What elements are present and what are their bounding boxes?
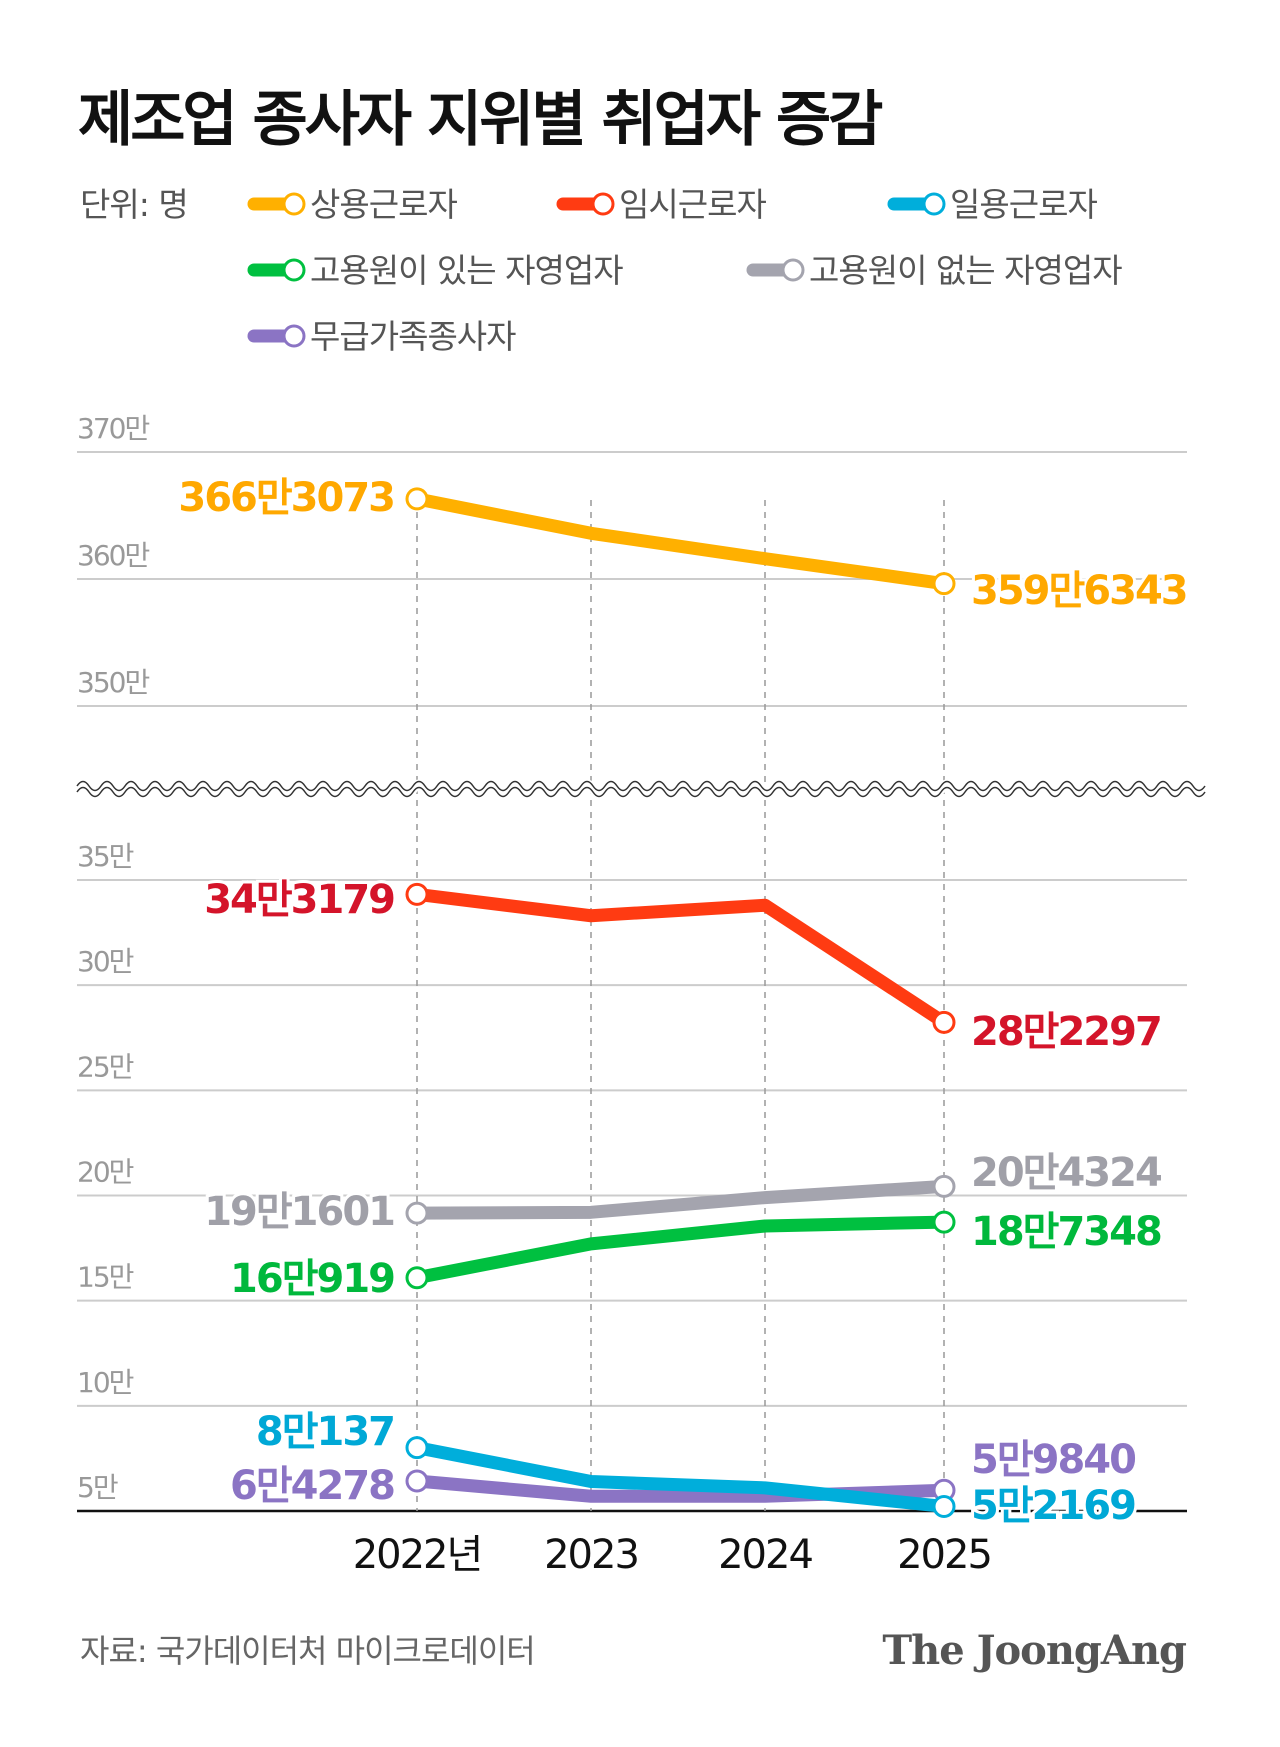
legend-marker-icon bbox=[282, 192, 306, 216]
axis-break-icon bbox=[72, 779, 1210, 799]
data-point-marker bbox=[405, 882, 429, 906]
y-tick-label: 360만 bbox=[77, 539, 149, 572]
legend-marker-icon bbox=[781, 258, 805, 282]
value-label-end: 18만7348 bbox=[971, 1209, 1161, 1255]
value-label-start: 8만137 bbox=[256, 1409, 394, 1455]
legend-marker-icon bbox=[922, 192, 946, 216]
data-point-marker bbox=[405, 1436, 429, 1460]
value-label-start: 6만4278 bbox=[230, 1463, 394, 1509]
unit-label: 단위: 명 bbox=[80, 185, 188, 224]
data-point-marker bbox=[932, 1174, 956, 1198]
legend-label: 상용근로자 bbox=[310, 185, 457, 224]
data-point-marker bbox=[932, 1494, 956, 1518]
value-label-end: 28만2297 bbox=[971, 1009, 1161, 1055]
axis-break-line bbox=[76, 780, 1206, 792]
x-tick-label: 2024 bbox=[718, 1532, 812, 1578]
legend-item: 고용원이 없는 자영업자 bbox=[746, 251, 1123, 290]
data-point-marker bbox=[405, 1469, 429, 1493]
series-line bbox=[415, 1215, 945, 1285]
data-point-marker bbox=[405, 1201, 429, 1225]
series-line bbox=[415, 492, 945, 591]
value-labels: 19만1601 20만4324 16만919 18만7348 34만3179 28만229… bbox=[175, 472, 1191, 1532]
legend-item: 무급가족종사자 bbox=[247, 317, 517, 356]
legend-marker-icon bbox=[591, 192, 615, 216]
value-label-start: 34만3179 bbox=[204, 877, 394, 923]
data-point-marker bbox=[932, 1010, 956, 1034]
x-tick-label: 2025 bbox=[897, 1532, 991, 1578]
data-point-marker bbox=[932, 572, 956, 596]
y-tick-label: 15만 bbox=[77, 1261, 134, 1294]
chart-title: 제조업 종사자 지위별 취업자 증감 bbox=[78, 85, 883, 155]
y-tick-label: 370만 bbox=[77, 412, 149, 445]
y-tick-label: 5만 bbox=[77, 1471, 118, 1504]
series-line bbox=[416, 1179, 945, 1220]
value-label-start: 366만3073 bbox=[178, 475, 394, 521]
series-line bbox=[415, 1441, 945, 1513]
publisher-logo: The JoongAng bbox=[882, 1627, 1187, 1674]
value-label-end: 20만4324 bbox=[971, 1150, 1161, 1196]
legend-item: 상용근로자 bbox=[247, 185, 458, 224]
legend-label: 고용원이 있는 자영업자 bbox=[310, 251, 623, 290]
y-tick-label: 30만 bbox=[77, 945, 134, 978]
source-note: 자료: 국가데이터처 마이크로데이터 bbox=[80, 1632, 535, 1670]
data-point-marker bbox=[932, 1210, 956, 1234]
gridlines: 350만 360만 370만 5만 10만 15만 20만 25만 30만 35만 2022년 202… bbox=[72, 412, 1210, 1578]
legend-item: 고용원이 있는 자영업자 bbox=[247, 251, 624, 290]
legend-item: 일용근로자 bbox=[887, 185, 1098, 224]
data-point-marker bbox=[405, 1266, 429, 1290]
legend-label: 일용근로자 bbox=[950, 185, 1097, 224]
x-tick-label: 2023 bbox=[544, 1532, 638, 1578]
value-label-start: 16만919 bbox=[230, 1256, 394, 1302]
series-line bbox=[416, 887, 948, 1028]
legend-item: 임시근로자 bbox=[556, 185, 767, 224]
y-tick-label: 25만 bbox=[77, 1050, 134, 1083]
data-point-marker bbox=[405, 487, 429, 511]
legend-label: 임시근로자 bbox=[619, 185, 766, 224]
axis-break-mask bbox=[72, 779, 1210, 799]
legend-marker-icon bbox=[282, 258, 306, 282]
axis-break-line bbox=[76, 786, 1206, 798]
value-label-end: 359만6343 bbox=[971, 568, 1187, 614]
value-label-end: 5만2169 bbox=[971, 1483, 1135, 1529]
y-tick-label: 35만 bbox=[77, 840, 134, 873]
value-label-start: 19만1601 bbox=[204, 1189, 394, 1235]
y-tick-label: 350만 bbox=[77, 666, 149, 699]
y-tick-label: 20만 bbox=[77, 1156, 134, 1189]
legend-label: 무급가족종사자 bbox=[310, 317, 516, 356]
y-tick-label: 10만 bbox=[77, 1366, 134, 1399]
value-label-end: 5만9840 bbox=[971, 1437, 1135, 1483]
x-tick-label: 2022년 bbox=[353, 1532, 482, 1578]
legend-marker-icon bbox=[282, 324, 306, 348]
legend-label: 고용원이 없는 자영업자 bbox=[809, 251, 1122, 290]
series-lines bbox=[405, 487, 956, 1518]
